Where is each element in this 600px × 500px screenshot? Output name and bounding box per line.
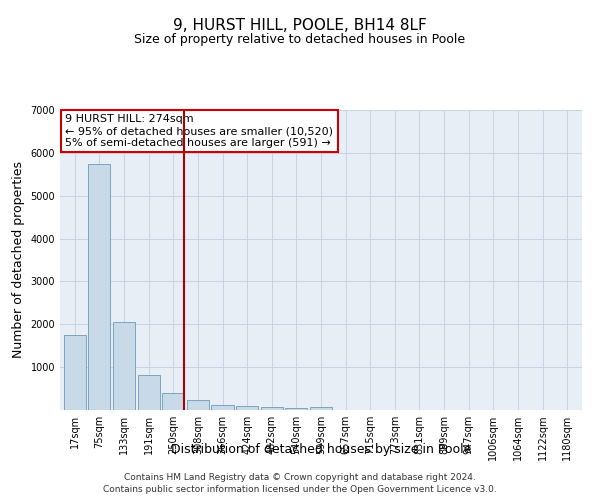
Bar (310, 407, 332, 410)
Bar (113, 322, 135, 410)
Text: Contains public sector information licensed under the Open Government Licence v3: Contains public sector information licen… (103, 485, 497, 494)
Bar (88, 164, 110, 410)
Text: Size of property relative to detached houses in Poole: Size of property relative to detached ho… (134, 32, 466, 46)
Y-axis label: Number of detached properties: Number of detached properties (12, 162, 25, 358)
Bar (162, 394, 184, 410)
Bar (236, 406, 258, 410)
Text: 9, HURST HILL, POOLE, BH14 8LF: 9, HURST HILL, POOLE, BH14 8LF (173, 18, 427, 32)
Text: 9 HURST HILL: 274sqm
← 95% of detached houses are smaller (10,520)
5% of semi-de: 9 HURST HILL: 274sqm ← 95% of detached h… (65, 114, 333, 148)
Bar (211, 406, 233, 410)
Bar (187, 400, 209, 410)
Bar (64, 335, 86, 410)
Bar (260, 408, 283, 410)
Text: Contains HM Land Registry data © Crown copyright and database right 2024.: Contains HM Land Registry data © Crown c… (124, 472, 476, 482)
Bar (137, 375, 160, 410)
Text: Distribution of detached houses by size in Poole: Distribution of detached houses by size … (171, 442, 471, 456)
Bar (285, 408, 307, 410)
